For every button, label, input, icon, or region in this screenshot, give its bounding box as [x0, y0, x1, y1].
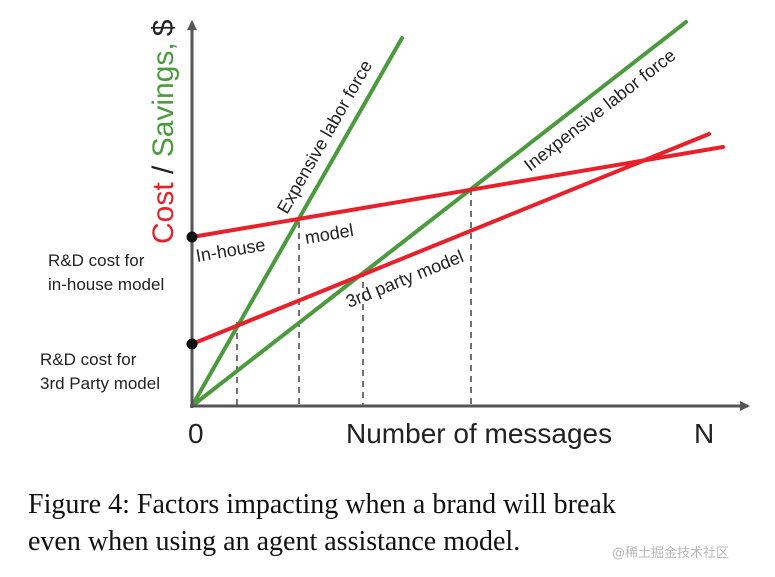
rd-inhouse-line1: R&D cost for — [48, 251, 145, 270]
rd-3rd-line2: 3rd Party model — [40, 374, 160, 393]
x-end-label: N — [694, 418, 714, 449]
inhouse-label-part1: In-house — [194, 235, 266, 266]
y-title-savings: Savings, — [147, 42, 180, 157]
y-title-separator: / — [147, 157, 180, 182]
y-axis-title: Cost / Savings, $ — [147, 19, 180, 244]
expensive-labor-line — [190, 36, 404, 408]
caption-line-1: Figure 4: Factors impacting when a brand… — [28, 489, 616, 520]
x-origin-label: 0 — [188, 418, 204, 449]
inhouse-label-part2: model — [303, 220, 355, 248]
rd-3rd-party-label: R&D cost for 3rd Party model — [40, 350, 160, 393]
inhouse-model-line — [190, 145, 725, 239]
figure-caption: Figure 4: Factors impacting when a brand… — [28, 486, 758, 560]
caption-line-2: even when using an agent assistance mode… — [28, 526, 521, 557]
y-title-cost: Cost — [147, 182, 180, 244]
expensive-labor-label: Expensive labor force — [273, 57, 376, 217]
break-even-diagram: Cost / Savings,$ 0 Number of messages N … — [40, 19, 750, 449]
third-party-model-line — [190, 132, 711, 346]
x-axis-title: Number of messages — [346, 418, 612, 449]
rd-3rd-line1: R&D cost for — [40, 350, 137, 369]
rd-inhouse-point — [186, 231, 198, 243]
rd-inhouse-label: R&D cost for in-house model — [48, 251, 164, 294]
y-title-unit: $ — [147, 19, 180, 36]
rd-inhouse-line2: in-house model — [48, 275, 164, 294]
rd-3rd-party-point — [186, 338, 198, 350]
inexpensive-labor-line — [190, 20, 688, 408]
watermark: @稀土掘金技术社区 — [612, 546, 730, 561]
intersection-guides — [236, 189, 472, 406]
